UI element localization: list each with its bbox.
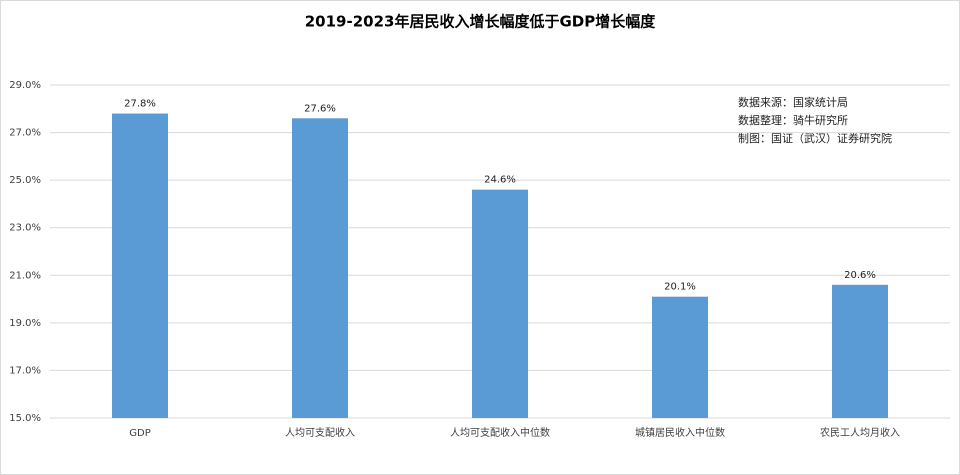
y-tick-label: 17.0% xyxy=(9,365,41,376)
chart-title: 2019-2023年居民收入增长幅度低于GDP增长幅度 xyxy=(305,13,656,31)
bar xyxy=(472,189,528,418)
x-tick-label: 人均可支配收入 xyxy=(285,426,355,439)
x-tick-label: 农民工人均月收入 xyxy=(820,426,900,439)
x-tick-label: GDP xyxy=(129,428,150,439)
y-tick-label: 29.0% xyxy=(9,80,41,91)
annotation: 数据整理：骑牛研究所 xyxy=(738,113,848,127)
value-label: 27.6% xyxy=(304,103,336,114)
bar xyxy=(652,296,708,418)
value-label: 20.6% xyxy=(844,270,876,281)
y-tick-label: 21.0% xyxy=(9,270,41,281)
bar xyxy=(832,284,888,418)
y-tick-label: 19.0% xyxy=(9,318,41,329)
y-tick-label: 15.0% xyxy=(9,413,41,424)
y-tick-label: 27.0% xyxy=(9,128,41,139)
x-tick-label: 城镇居民收入中位数 xyxy=(635,426,725,439)
bar xyxy=(112,113,168,419)
x-tick-label: 人均可支配收入中位数 xyxy=(450,426,550,439)
y-tick-label: 25.0% xyxy=(9,175,41,186)
annotation: 制图：国证（武汉）证券研究院 xyxy=(738,131,892,145)
annotation: 数据来源：国家统计局 xyxy=(738,95,848,109)
value-label: 24.6% xyxy=(484,175,516,186)
value-label: 27.8% xyxy=(124,99,156,110)
value-label: 20.1% xyxy=(664,282,696,293)
y-tick-label: 23.0% xyxy=(9,223,41,234)
bar xyxy=(292,118,348,419)
